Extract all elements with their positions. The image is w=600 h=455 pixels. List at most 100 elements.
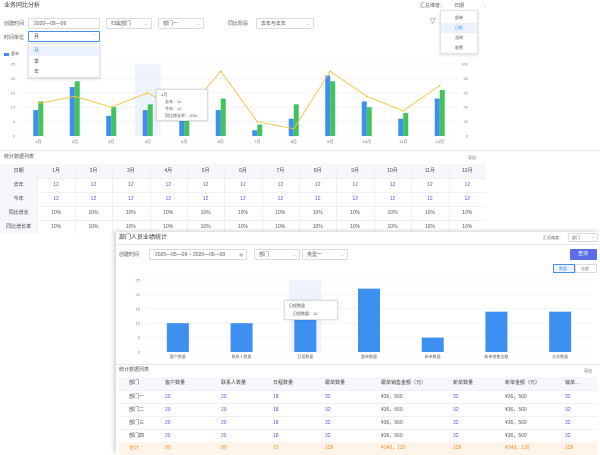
table-cell: 32 (315, 390, 371, 403)
table-cell: 12 (53, 195, 59, 202)
bar (288, 118, 294, 136)
table-cell: 12 (240, 181, 246, 188)
table-cell: ¥36，560 (495, 390, 555, 403)
table-cell: 12 (464, 195, 471, 202)
table-header-cell: 4月 (149, 164, 187, 178)
export-button[interactable]: 导出 (468, 155, 476, 160)
compare-label: 同比阶段 (228, 21, 249, 27)
table-header-cell: 12月 (448, 164, 486, 178)
y-tick-label: 0 (138, 350, 141, 355)
summary-option-4[interactable]: 收费 (455, 45, 463, 50)
table-cell: 12 (90, 195, 97, 202)
y2-tick-label: 80 (464, 76, 469, 81)
line-point (73, 95, 76, 98)
summary-label: 汇总维度： (420, 3, 446, 9)
chevron-down-icon: ⌄ (483, 3, 487, 8)
table-cell: 10% (200, 223, 211, 230)
table-header-cell: 3月 (112, 164, 150, 178)
tab-quantity[interactable]: 数量 (553, 264, 575, 273)
table-cell: ¥36，560 (495, 429, 555, 442)
y-tick-label: 15 (136, 306, 141, 311)
table-header-cell: 10月 (373, 164, 412, 178)
stats-table: 日期 1月 2月 3月 4月 5月 6月 7月 8月 9月 10月 11月 12月 去年 12 12 12 12 1… (0, 164, 486, 236)
time-unit-select[interactable]: 月 ⌃ (28, 31, 100, 42)
x-tick-label: 新单数量 (425, 353, 441, 359)
row-label: 今年 (0, 192, 38, 206)
dropdown-option-year[interactable]: 年 (34, 69, 40, 75)
page-title: 部门人员业绩统计 (119, 235, 168, 241)
y-tick-label: 15 (11, 90, 16, 95)
chart-tooltip: 日程数量 日程数量：12 (284, 300, 338, 320)
tab-amount[interactable]: 金额 (575, 264, 597, 273)
summary-option-2[interactable]: 日报 (441, 23, 477, 33)
y2-tick-label: 20 (464, 119, 469, 124)
table-cell: 32 (443, 403, 495, 416)
range-label: 创建时间 (4, 21, 25, 27)
bar (230, 323, 253, 352)
calendar-icon: ▦ (239, 252, 243, 257)
table-cell: 32 (443, 390, 495, 403)
type-select[interactable]: 类型一 ⌄ (302, 249, 348, 260)
dropdown-option-month[interactable]: 月 (29, 46, 99, 56)
y-tick-label: 5 (138, 335, 141, 340)
filter-icon[interactable]: ▽ (430, 18, 436, 25)
line-series (38, 70, 441, 130)
table-cell: 10% (424, 209, 435, 216)
table-cell: ¥36，560 (371, 390, 443, 403)
dept-value-select[interactable]: 部门一 ⌄ (158, 18, 204, 29)
total-cell: 128 (443, 442, 495, 455)
column-divider (224, 164, 226, 234)
export-button[interactable]: 导出 (584, 368, 592, 373)
table-cell: 18 (263, 403, 315, 416)
table-cell: 10% (275, 209, 286, 216)
dropdown-option-quarter[interactable]: 季 (34, 59, 40, 65)
table-cell: 12 (277, 195, 284, 202)
table-cell: 12 (165, 181, 171, 188)
chevron-down-icon: ⌄ (340, 252, 344, 257)
summary-option-1[interactable]: 部单 (455, 15, 463, 20)
table-cell: 12 (128, 195, 134, 202)
date-field[interactable]: 2020—05—09 (28, 18, 100, 29)
total-cell: ¥143，120 (495, 442, 555, 455)
table-cell: 18 (263, 416, 315, 429)
x-tick-label: 9月 (327, 139, 333, 144)
x-tick-label: 8月 (291, 139, 297, 144)
table-cell: 12 (90, 181, 97, 188)
summary-select[interactable]: 日期 ⌄ (450, 2, 490, 10)
chart-tooltip: 4月 去年：12 今年：12 同比增长率：10% (156, 89, 208, 121)
column-divider (74, 164, 76, 234)
table-cell: 32 (555, 429, 597, 442)
total-cell: 80 (211, 442, 263, 455)
chevron-up-icon: ⌃ (92, 33, 96, 38)
table-cell: 12 (277, 181, 284, 188)
bar (398, 118, 404, 136)
legend-label: 客单 (11, 51, 19, 56)
table-cell: 10% (350, 223, 361, 230)
bar (74, 81, 80, 136)
date-range-field[interactable]: 2020—05—09 ~ 2020—06—09 ▦ (149, 249, 247, 260)
table-cell: 12 (427, 181, 433, 188)
total-cell: 合计 (119, 442, 155, 455)
table-cell: 10% (163, 223, 174, 230)
table-header-cell: 6月 (224, 164, 262, 178)
compare-select[interactable]: 去年与去年 ⌄ (256, 18, 314, 29)
summary-select[interactable]: 部门 ⌄ (568, 233, 598, 242)
bar (33, 110, 39, 136)
table-cell: 20 (155, 416, 211, 429)
query-button[interactable]: 查询 (570, 249, 597, 260)
dept-select[interactable]: 部门 ⌄ (254, 249, 300, 260)
x-tick-label: 11月 (399, 139, 407, 144)
total-cell: 72 (263, 442, 315, 455)
bar (403, 112, 409, 136)
x-tick-label: 新单销售金额 (484, 353, 508, 359)
x-tick-label: 12月 (436, 139, 444, 144)
y2-tick-label: 40 (464, 105, 469, 110)
table-cell: 20 (155, 429, 211, 442)
dept-select[interactable]: 归属部门 ⌄ (106, 18, 152, 29)
table-cell: 20 (155, 390, 211, 403)
table-cell: 10% (424, 223, 435, 230)
table-header-cell: 11月 (411, 164, 449, 178)
table-cell: 20 (155, 403, 211, 416)
summary-option-3[interactable]: 咨询 (455, 35, 463, 40)
y2-tick-label: 100 (461, 62, 468, 67)
